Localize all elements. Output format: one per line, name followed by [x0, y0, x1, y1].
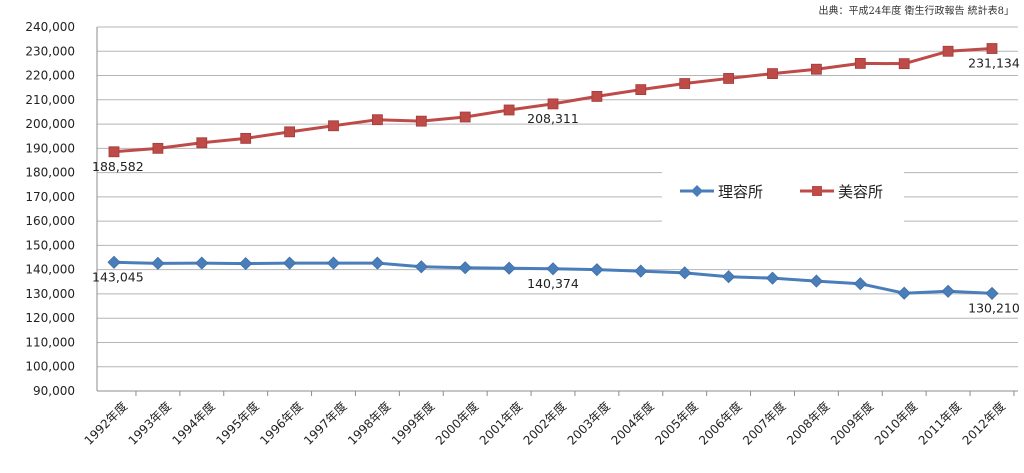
- x-tick-label: 1999年度: [388, 399, 437, 448]
- data-point: [239, 257, 253, 271]
- y-tick-label: 190,000: [25, 141, 75, 155]
- data-point: [151, 256, 165, 270]
- data-point: [942, 45, 954, 57]
- x-tick-label: 1997年度: [300, 399, 349, 448]
- data-point: [328, 120, 339, 132]
- data-point: [941, 284, 955, 298]
- data-point: [854, 58, 866, 69]
- x-tick-label: 2005年度: [652, 399, 701, 448]
- data-point: [634, 264, 648, 278]
- data-point: [767, 68, 778, 79]
- y-tick-label: 230,000: [25, 44, 75, 58]
- x-tick-label: 2000年度: [432, 399, 481, 448]
- legend-marker: [691, 185, 703, 197]
- data-point: [152, 142, 164, 154]
- y-tick-label: 100,000: [25, 360, 75, 374]
- x-tick-label: 2007年度: [739, 399, 788, 448]
- data-point: [196, 137, 208, 149]
- data-label: 130,210: [968, 300, 1020, 315]
- data-point: [415, 115, 427, 127]
- y-tick-label: 240,000: [25, 20, 75, 34]
- data-point: [591, 91, 603, 102]
- data-label: 188,582: [92, 159, 144, 174]
- data-point: [723, 73, 734, 84]
- data-point: [546, 262, 560, 276]
- data-point: [240, 132, 252, 144]
- data-point: [371, 114, 383, 126]
- data-point: [765, 271, 780, 285]
- data-point: [635, 84, 647, 96]
- data-point: [458, 261, 472, 275]
- x-tick-label: 2008年度: [783, 399, 832, 448]
- x-tick-label: 1992年度: [81, 399, 130, 448]
- y-tick-label: 90,000: [33, 384, 75, 398]
- y-tick-label: 160,000: [25, 214, 75, 228]
- data-label: 143,045: [92, 269, 144, 284]
- data-point: [547, 98, 559, 110]
- source-note: 出典：平成24年度 衛生行政報告 統計表8」: [818, 6, 1014, 17]
- x-tick-label: 2012年度: [959, 399, 1008, 448]
- x-tick-label: 2006年度: [696, 399, 745, 448]
- y-tick-label: 120,000: [25, 311, 75, 325]
- y-tick-label: 110,000: [25, 335, 75, 349]
- y-tick-label: 140,000: [25, 263, 75, 277]
- data-point: [107, 255, 121, 269]
- data-point: [108, 146, 120, 158]
- data-point: [897, 286, 911, 300]
- x-tick-label: 2001年度: [476, 399, 525, 448]
- y-tick-label: 180,000: [25, 166, 75, 180]
- legend-label: 美容所: [838, 183, 883, 201]
- x-tick-label: 2011年度: [915, 399, 964, 448]
- data-point: [679, 78, 691, 89]
- data-point: [722, 270, 736, 284]
- data-point: [985, 286, 999, 300]
- data-point: [459, 111, 471, 123]
- data-point: [195, 256, 209, 270]
- data-point: [283, 256, 297, 270]
- legend: 理容所 美容所: [662, 160, 904, 222]
- legend-label: 理容所: [718, 183, 763, 201]
- y-axis: 90,000 100,000 110,000 120,000 130,000 140,00…: [25, 20, 98, 398]
- series-layer: [107, 43, 999, 300]
- data-label: 208,311: [527, 111, 579, 126]
- data-point: [898, 58, 910, 70]
- data-point: [853, 277, 867, 291]
- x-tick-label: 2004年度: [608, 399, 657, 448]
- x-tick-label: 2009年度: [827, 399, 876, 448]
- x-tick-label: 1993年度: [125, 399, 174, 448]
- data-point: [414, 260, 428, 274]
- legend-marker: [812, 186, 822, 196]
- x-tick-label: 1994年度: [169, 399, 218, 448]
- y-tick-label: 150,000: [25, 238, 75, 252]
- data-point: [986, 43, 998, 54]
- x-tick-label: 1995年度: [213, 399, 262, 448]
- data-point: [284, 126, 296, 138]
- x-tick-label: 2010年度: [871, 399, 920, 448]
- data-point: [503, 104, 515, 116]
- data-point: [809, 274, 823, 288]
- x-tick-label: 1996年度: [257, 399, 306, 448]
- data-label: 231,134: [968, 56, 1020, 71]
- x-tick-label: 1998年度: [344, 399, 393, 448]
- data-label: 140,374: [527, 276, 579, 291]
- data-point: [326, 256, 341, 270]
- data-point: [678, 266, 692, 280]
- data-point: [370, 256, 384, 270]
- y-tick-label: 200,000: [25, 117, 75, 131]
- x-axis: 1992年度1993年度1994年度1995年度1996年度1997年度1998…: [81, 391, 1015, 448]
- y-tick-label: 170,000: [25, 190, 75, 204]
- data-point: [811, 63, 822, 75]
- y-tick-label: 210,000: [25, 93, 75, 107]
- y-tick-label: 220,000: [25, 69, 75, 83]
- y-tick-label: 130,000: [25, 287, 75, 301]
- data-point: [590, 263, 604, 277]
- data-labels: 188,582 208,311 231,134 143,045 140,374 130,2…: [92, 56, 1020, 316]
- x-tick-label: 2003年度: [564, 399, 613, 448]
- x-tick-label: 2002年度: [520, 399, 569, 448]
- data-point: [502, 261, 516, 275]
